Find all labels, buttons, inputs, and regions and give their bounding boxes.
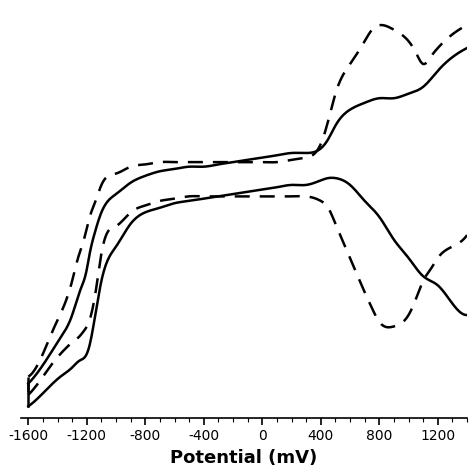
X-axis label: Potential (mV): Potential (mV)	[170, 449, 318, 467]
